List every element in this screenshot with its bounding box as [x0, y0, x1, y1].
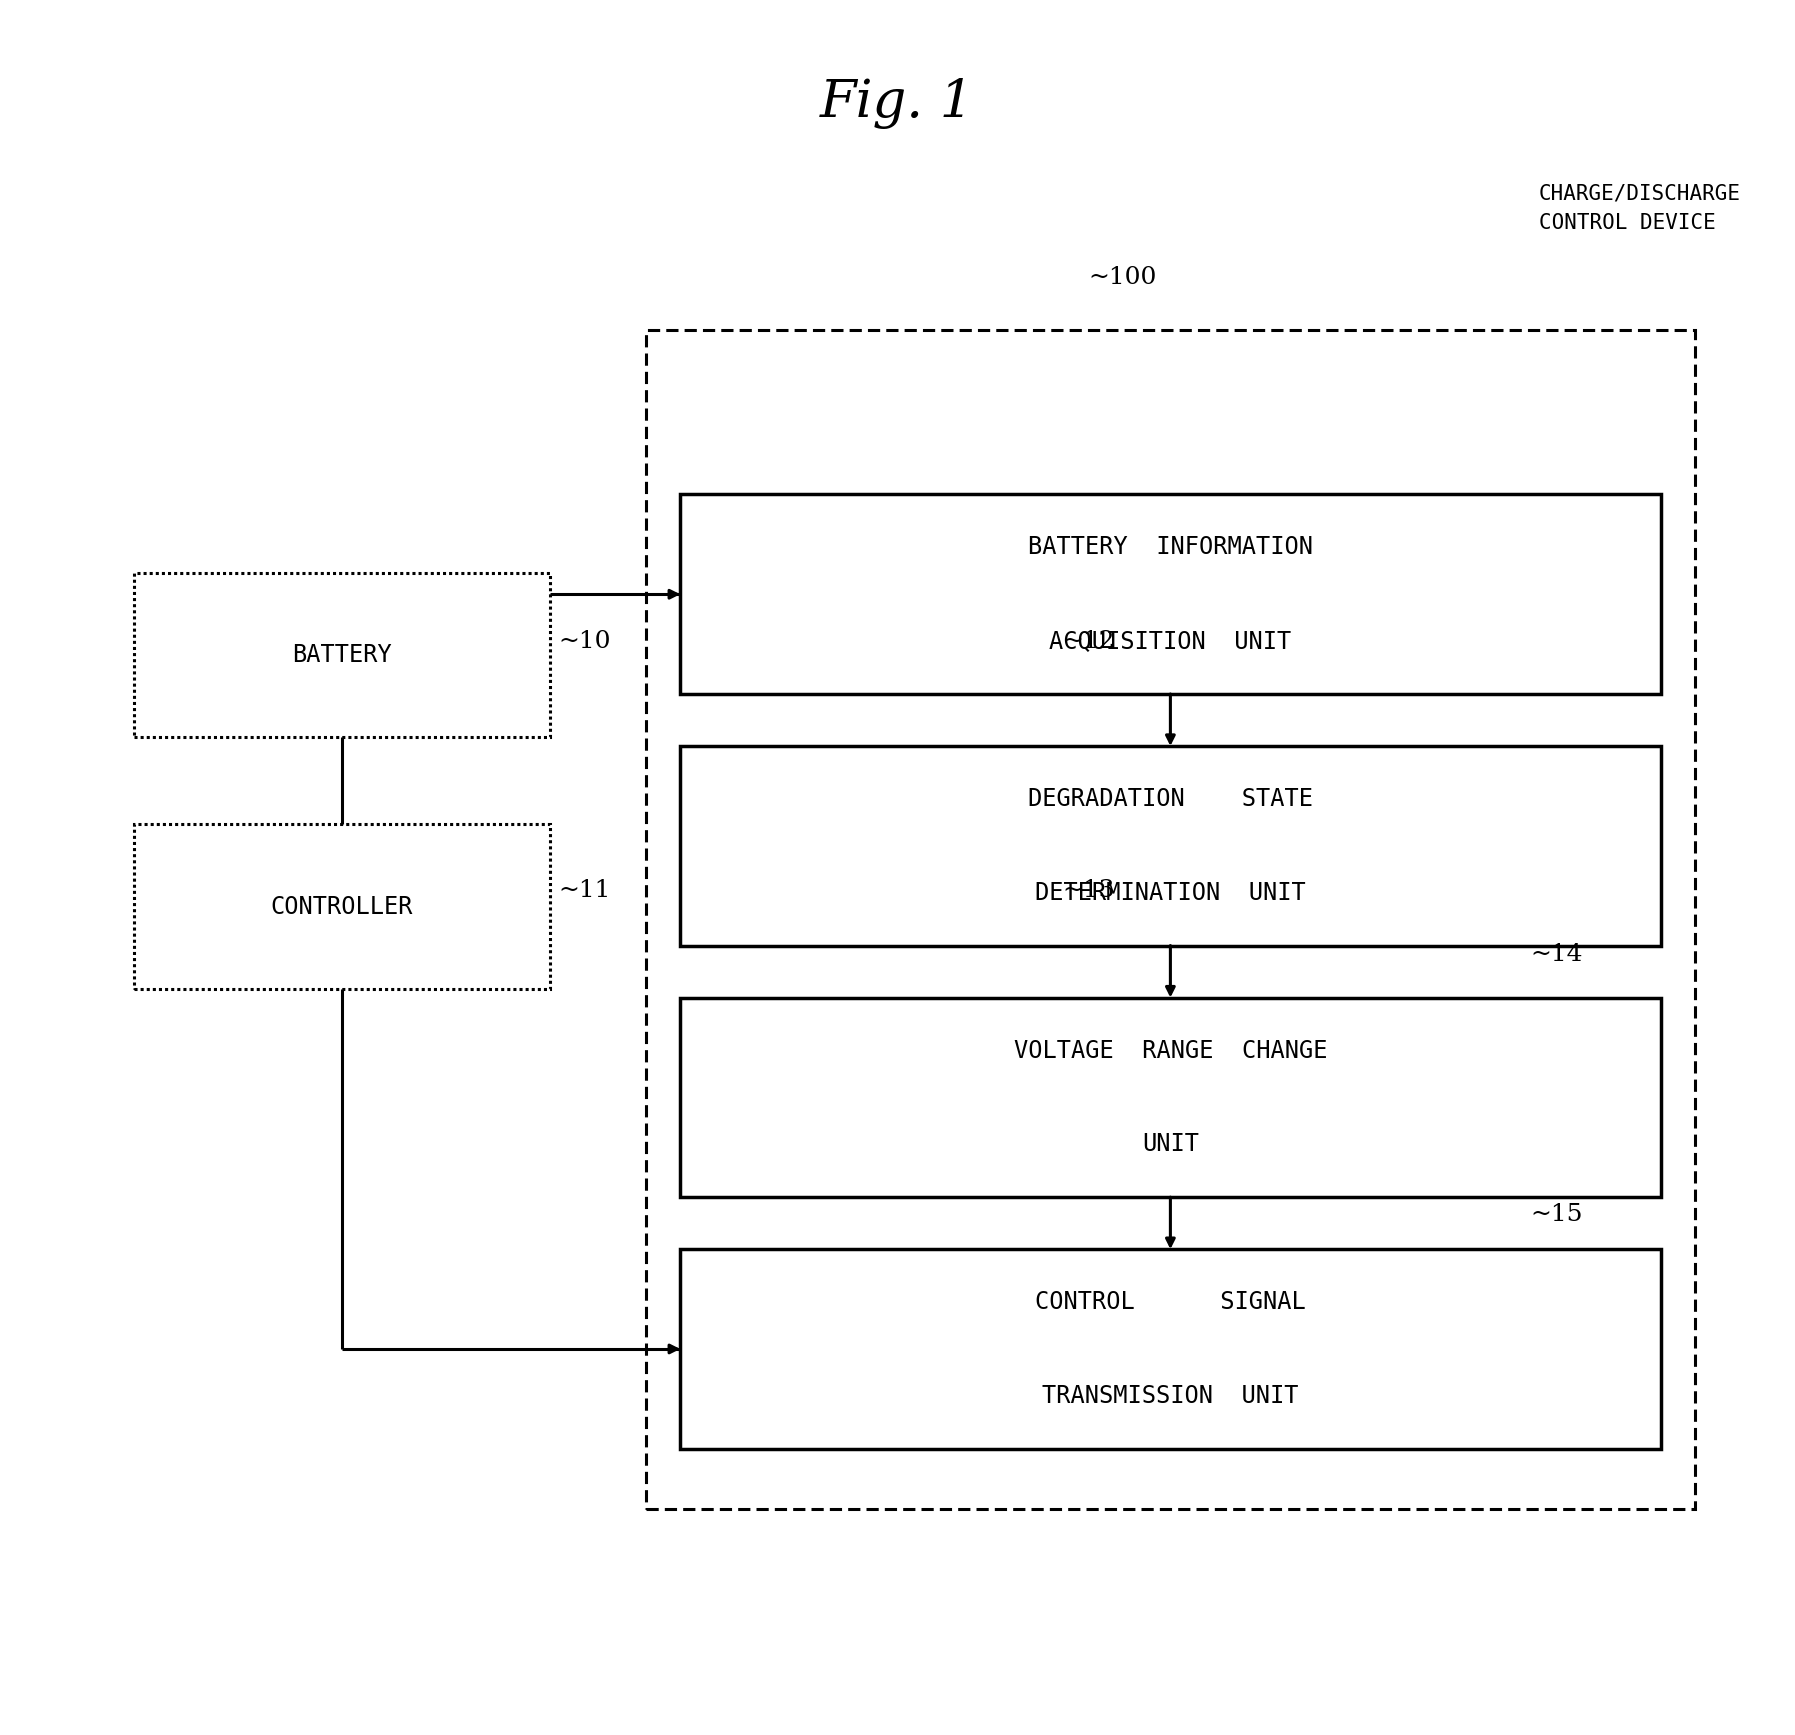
- Bar: [680, 1249, 1660, 1449]
- Text: ~15: ~15: [1531, 1202, 1583, 1227]
- Text: ~12: ~12: [1063, 630, 1115, 654]
- Text: BATTERY  INFORMATION: BATTERY INFORMATION: [1029, 536, 1312, 559]
- Bar: [680, 494, 1660, 694]
- Text: Fig. 1: Fig. 1: [820, 78, 975, 128]
- Text: BATTERY: BATTERY: [293, 644, 391, 666]
- Bar: [680, 746, 1660, 946]
- Bar: [135, 573, 549, 737]
- Text: DEGRADATION    STATE: DEGRADATION STATE: [1029, 788, 1312, 810]
- Text: ~13: ~13: [1063, 878, 1115, 902]
- Text: ~10: ~10: [558, 630, 612, 654]
- Text: CONTROLLER: CONTROLLER: [271, 895, 413, 918]
- Text: TRANSMISSION  UNIT: TRANSMISSION UNIT: [1043, 1385, 1298, 1407]
- Bar: [135, 824, 549, 989]
- Text: ACQUISITION  UNIT: ACQUISITION UNIT: [1050, 630, 1292, 652]
- Text: ~100: ~100: [1088, 265, 1156, 290]
- Text: DETERMINATION  UNIT: DETERMINATION UNIT: [1036, 881, 1305, 904]
- Bar: [646, 330, 1694, 1509]
- Text: CONTROL      SIGNAL: CONTROL SIGNAL: [1036, 1291, 1305, 1313]
- Text: ~11: ~11: [558, 878, 610, 902]
- Text: VOLTAGE  RANGE  CHANGE: VOLTAGE RANGE CHANGE: [1014, 1039, 1327, 1062]
- Text: UNIT: UNIT: [1142, 1133, 1199, 1156]
- Text: CHARGE/DISCHARGE
CONTROL DEVICE: CHARGE/DISCHARGE CONTROL DEVICE: [1538, 184, 1741, 232]
- Text: ~14: ~14: [1531, 942, 1583, 966]
- Bar: [680, 998, 1660, 1197]
